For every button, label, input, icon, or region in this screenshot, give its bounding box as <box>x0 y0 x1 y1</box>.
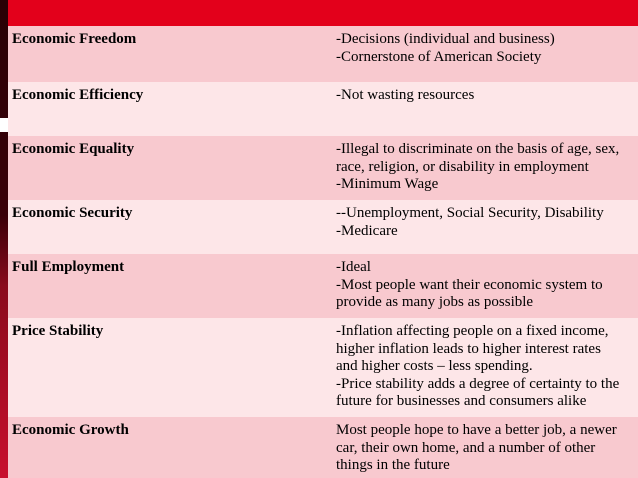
description-line: future for businesses and consumers alik… <box>336 393 587 409</box>
description-line: race, religion, or disability in employm… <box>336 158 589 175</box>
header-bar <box>8 0 638 26</box>
description-line: -Not wasting resources <box>336 87 475 103</box>
table-row: Full Employment -Ideal -Most people want… <box>8 254 638 318</box>
goal-term: Price Stability <box>8 318 328 417</box>
table-row: Economic Security --Unemployment, Social… <box>8 200 638 254</box>
description-line: -Ideal <box>336 259 371 275</box>
description-line: provide as many jobs as possible <box>336 294 534 310</box>
goal-term: Economic Equality <box>8 136 328 200</box>
table-row: Price Stability -Inflation affecting peo… <box>8 318 638 417</box>
left-edge-notch <box>0 118 8 132</box>
economic-goals-table: Economic Freedom -Decisions (individual … <box>8 26 638 478</box>
description-line: car, their own home, and a number of oth… <box>336 439 596 456</box>
description-line: -Price stability adds a degree of certai… <box>336 375 620 392</box>
table-row: Economic Freedom -Decisions (individual … <box>8 26 638 82</box>
description-line: -Inflation affecting people on a fixed i… <box>336 323 609 339</box>
description-line: -Minimum Wage <box>336 176 439 192</box>
goal-description: -Illegal to discriminate on the basis of… <box>328 136 638 200</box>
goal-term: Economic Growth <box>8 417 328 478</box>
goal-description: -Inflation affecting people on a fixed i… <box>328 318 638 417</box>
goal-description: --Unemployment, Social Security, Disabil… <box>328 200 638 254</box>
goal-description: Most people hope to have a better job, a… <box>328 417 638 478</box>
goal-description: -Ideal -Most people want their economic … <box>328 254 638 318</box>
goal-description: -Decisions (individual and business) -Co… <box>328 26 638 82</box>
goal-term: Economic Security <box>8 200 328 254</box>
goal-term: Economic Freedom <box>8 26 328 82</box>
table-row: Economic Efficiency -Not wasting resourc… <box>8 82 638 136</box>
table-row: Economic Equality -Illegal to discrimina… <box>8 136 638 200</box>
description-line: -Cornerstone of American Society <box>336 48 542 65</box>
table-row: Economic Growth Most people hope to have… <box>8 417 638 478</box>
description-line: -Medicare <box>336 222 398 239</box>
description-line: and higher costs – less spending. <box>336 358 533 374</box>
goal-term: Full Employment <box>8 254 328 318</box>
description-line: -Illegal to discriminate on the basis of… <box>336 141 620 157</box>
description-line: higher inflation leads to higher interes… <box>336 340 601 357</box>
left-edge-stripe <box>0 0 8 478</box>
goal-term: Economic Efficiency <box>8 82 328 136</box>
description-line: things in the future <box>336 457 450 473</box>
description-line: -Most people want their economic system … <box>336 276 603 293</box>
description-line: Most people hope to have a better job, a… <box>336 422 617 438</box>
description-line: --Unemployment, Social Security, Disabil… <box>336 205 604 221</box>
goal-description: -Not wasting resources <box>328 82 638 136</box>
description-line: -Decisions (individual and business) <box>336 31 555 47</box>
